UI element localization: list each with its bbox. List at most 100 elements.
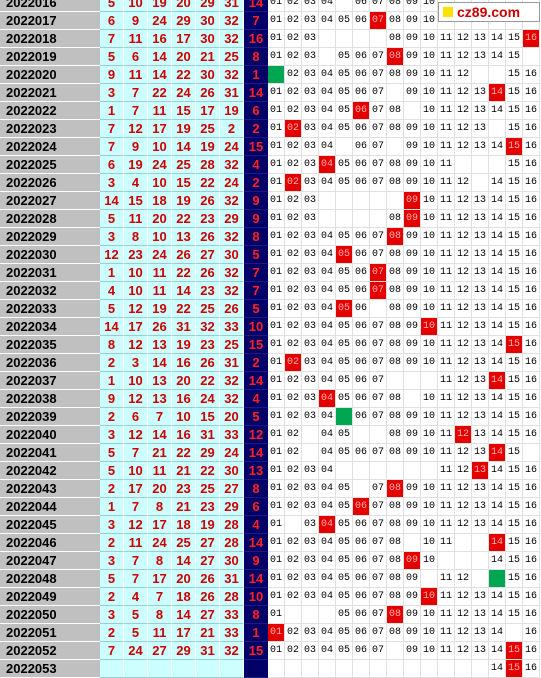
red-ball-number: 32 [220,282,244,300]
lane-number: 01 [268,138,285,156]
lane-number: 01 [268,480,285,498]
lane-number: 01 [268,354,285,372]
lane-number: 09 [404,408,421,426]
red-ball-number: 30 [196,66,220,84]
blue-ball-number: 9 [244,192,268,210]
red-ball-number: 7 [148,588,172,606]
lane-empty [336,192,353,210]
blue-hit-marker: 15 [506,642,523,660]
red-ball-number: 29 [196,0,220,12]
lane-number: 16 [523,174,540,192]
lane-number: 03 [302,318,319,336]
red-ball-number: 26 [196,354,220,372]
lane-number: 15 [506,354,523,372]
red-ball-number: 21 [148,444,172,462]
lane-number: 06 [353,534,370,552]
lane-number: 06 [353,570,370,588]
blue-hit-marker: 04 [319,156,336,174]
lane-number: 16 [523,408,540,426]
lane-number: 08 [387,516,404,534]
lane-number: 11 [438,30,455,48]
lane-number: 15 [506,408,523,426]
red-ball-number: 17 [124,318,148,336]
red-ball-number: 24 [196,390,220,408]
red-ball-number: 29 [220,498,244,516]
lane-empty [353,480,370,498]
lane-number: 10 [421,102,438,120]
blue-ball-number: 8 [244,228,268,246]
blue-hit-marker: 08 [387,48,404,66]
lane-number: 09 [404,12,421,30]
red-ball-number: 24 [148,12,172,30]
table-row: 2022027 14 15 18 19 26 32 9 01 02 03 09 10 11 12 13 14 15… [0,192,541,210]
blue-hit-marker: 15 [506,660,523,678]
red-ball-number: 24 [148,534,172,552]
blue-hit-marker: 05 [336,300,353,318]
lane-number: 08 [387,282,404,300]
lane-number: 03 [302,300,319,318]
blue-hit-marker: 05 [336,408,353,426]
red-ball-number: 3 [100,426,124,444]
lane-number: 05 [336,282,353,300]
table-row: 2022028 5 11 20 22 23 29 9 01 02 03 08 09 10 11 12 13 14 1… [0,210,541,228]
red-ball-number: 2 [220,120,244,138]
lane-number: 13 [472,390,489,408]
lane-number: 06 [353,516,370,534]
red-ball-number: 7 [124,102,148,120]
lane-number: 11 [438,408,455,426]
lane-number: 12 [455,120,472,138]
lane-number: 10 [421,552,438,570]
red-ball-number: 27 [196,246,220,264]
blue-hit-marker: 09 [404,192,421,210]
red-ball-number: 2 [100,534,124,552]
lane-number: 14 [489,588,506,606]
lane-number: 03 [302,174,319,192]
blue-ball-number: 14 [244,570,268,588]
lane-number: 14 [489,102,506,120]
lane-number: 08 [387,588,404,606]
lane-empty [370,462,387,480]
blue-ball-number: 10 [244,588,268,606]
lane-number: 07 [370,156,387,174]
red-ball-number: 31 [220,354,244,372]
lane-empty [336,138,353,156]
lane-empty [319,30,336,48]
lane-number: 16 [523,480,540,498]
lane-number: 02 [285,426,302,444]
lane-number: 10 [421,534,438,552]
site-logo[interactable]: cz89.com [438,2,540,22]
red-ball-number: 7 [100,30,124,48]
lane-number: 07 [370,552,387,570]
lane-number: 11 [438,192,455,210]
lane-number: 06 [353,390,370,408]
blue-hit-marker: 07 [370,12,387,30]
lane-number: 13 [472,408,489,426]
lane-number: 11 [438,66,455,84]
lane-number: 10 [421,246,438,264]
lane-number: 03 [302,192,319,210]
issue-number: 2022020 [0,66,100,84]
red-ball-number: 15 [196,408,220,426]
lane-number: 08 [387,300,404,318]
red-ball-number: 10 [148,228,172,246]
lane-number: 03 [302,354,319,372]
lane-number: 12 [455,516,472,534]
table-row: 2022048 5 7 17 20 26 31 14 01 02 03 04 05 06 07 08 09 11 1… [0,570,541,588]
lane-empty [438,552,455,570]
lane-number: 05 [336,426,353,444]
lane-number: 03 [302,84,319,102]
lane-number: 08 [387,336,404,354]
lane-empty [489,66,506,84]
lane-number: 14 [489,336,506,354]
lane-number: 03 [302,390,319,408]
table-row: 2022044 1 7 8 21 23 29 6 01 02 03 04 05 06 07 08 09 10 11 1… [0,498,541,516]
lane-number: 03 [302,534,319,552]
logo-text: cz89.com [457,4,521,20]
red-ball-number: 22 [196,174,220,192]
lane-number: 11 [438,102,455,120]
lane-number: 04 [319,12,336,30]
red-ball-number: 3 [100,516,124,534]
lane-number: 12 [455,30,472,48]
lane-number: 16 [523,318,540,336]
red-ball-number: 14 [100,192,124,210]
